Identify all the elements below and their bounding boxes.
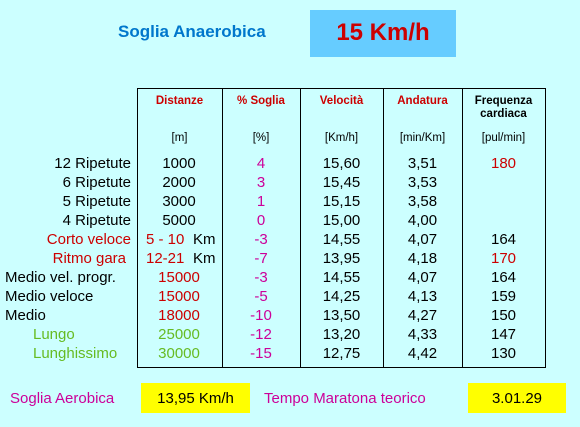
heart-rate: 164 [490, 269, 517, 286]
heart-rate: 150 [490, 307, 517, 324]
column-header: Frequenza cardiaca [474, 95, 533, 121]
row-label: Ritmo gara [52, 250, 126, 267]
table-border [462, 88, 463, 368]
table-border [137, 367, 546, 368]
table-border [300, 88, 301, 368]
percent: 4 [256, 155, 266, 172]
distance: 1000 [162, 155, 196, 172]
column-header: Velocità [319, 95, 364, 107]
distance: 15000 [158, 288, 200, 305]
aerobic-label: Soglia Aerobica [10, 390, 115, 407]
percent: -7 [254, 250, 268, 267]
percent: -12 [250, 326, 272, 343]
column-header: Andatura [397, 95, 448, 107]
distance: 30000 [158, 345, 200, 362]
column-unit: [Km/h] [324, 132, 359, 144]
speed: 15,15 [322, 193, 361, 210]
speed: 14,55 [322, 269, 361, 286]
row-label: Medio vel. progr. [5, 269, 116, 286]
column-unit: [min/Km] [399, 132, 446, 144]
percent: 3 [256, 174, 266, 191]
pace: 4,33 [407, 326, 438, 343]
pace: 4,27 [407, 307, 438, 324]
column-header: % Soglia [237, 95, 285, 107]
marathon-box [468, 383, 566, 413]
title: Soglia Anaerobica [118, 22, 266, 41]
table-border [545, 88, 546, 368]
row-label: Lunghissimo [33, 345, 118, 362]
pace: 4,42 [407, 345, 438, 362]
distance: 5 - 10 [146, 231, 185, 248]
table-border [383, 88, 384, 368]
speed: 12,75 [322, 345, 361, 362]
distance: 15000 [158, 269, 200, 286]
heart-rate: 164 [490, 231, 517, 248]
table-border [137, 88, 546, 89]
heart-rate: 130 [490, 345, 517, 362]
pace: 4,07 [407, 231, 438, 248]
heart-rate: 170 [490, 250, 517, 267]
percent: -5 [254, 288, 268, 305]
heart-rate: 147 [490, 326, 517, 343]
column-unit: [%] [252, 132, 270, 144]
row-label: Corto veloce [46, 231, 131, 248]
pace: 4,18 [407, 250, 438, 267]
distance-unit: Km [193, 250, 216, 267]
column-unit: [pul/min] [481, 132, 526, 144]
distance-unit: Km [193, 231, 216, 248]
pace: 3,51 [407, 155, 438, 172]
speed: 15,60 [322, 155, 361, 172]
distance: 18000 [158, 307, 200, 324]
heart-rate: 180 [490, 155, 517, 172]
row-label: Medio [5, 307, 46, 324]
speed: 13,50 [322, 307, 361, 324]
threshold: 15 Km/h [336, 19, 430, 46]
percent: -15 [250, 345, 272, 362]
row-label: Medio veloce [5, 288, 94, 305]
marathon-value: 3.01.29 [491, 390, 543, 407]
distance: 25000 [158, 326, 200, 343]
distance: 3000 [162, 193, 196, 210]
speed: 13,20 [322, 326, 361, 343]
threshold-box [310, 10, 456, 57]
pace: 4,00 [407, 212, 438, 229]
row-label: Lungo [33, 326, 75, 343]
column-header: Distanze [155, 95, 204, 107]
distance: 12-21 [146, 250, 185, 267]
speed: 14,25 [322, 288, 361, 305]
pace: 3,58 [407, 193, 438, 210]
percent: 1 [256, 193, 266, 210]
percent: 0 [256, 212, 266, 229]
row-label: 12 Ripetute [54, 155, 131, 172]
column-unit: [m] [171, 132, 188, 144]
speed: 13,95 [322, 250, 361, 267]
row-label: 6 Ripetute [62, 174, 131, 191]
speed: 15,00 [322, 212, 361, 229]
speed: 15,45 [322, 174, 361, 191]
pace: 3,53 [407, 174, 438, 191]
percent: -10 [250, 307, 272, 324]
percent: -3 [254, 231, 268, 248]
aerobic-box [141, 383, 250, 413]
percent: -3 [254, 269, 268, 286]
row-label: 5 Ripetute [62, 193, 131, 210]
marathon-label: Tempo Maratona teorico [264, 390, 426, 407]
speed: 14,55 [322, 231, 361, 248]
heart-rate: 159 [490, 288, 517, 305]
table-border [137, 88, 138, 368]
distance: 2000 [162, 174, 196, 191]
table-border [222, 88, 223, 368]
row-label: 4 Ripetute [62, 212, 131, 229]
pace: 4,07 [407, 269, 438, 286]
pace: 4,13 [407, 288, 438, 305]
distance: 5000 [162, 212, 196, 229]
aerobic-value: 13,95 Km/h [157, 390, 234, 407]
